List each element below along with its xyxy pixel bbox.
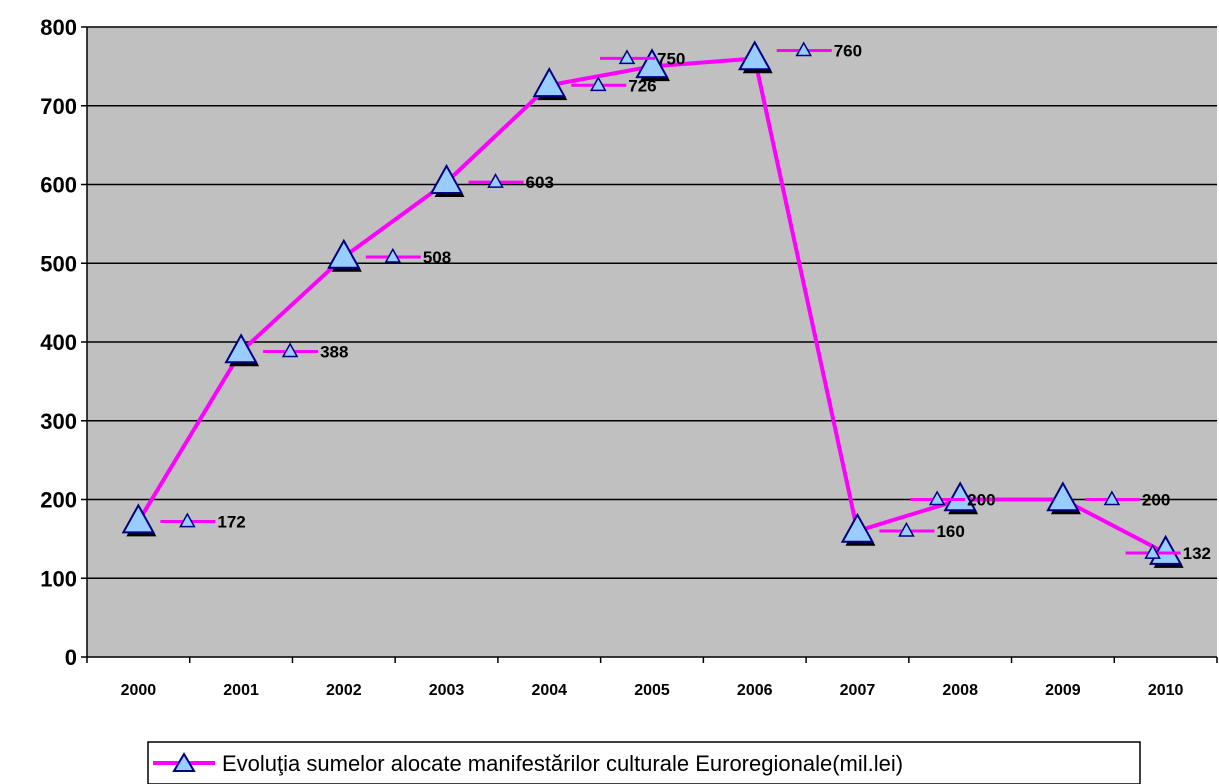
- legend-marker-icon: [172, 752, 196, 772]
- data-label: 132: [1183, 544, 1211, 563]
- data-label: 172: [217, 513, 245, 532]
- legend: Evoluţia sumelor alocate manifestărilor …: [147, 741, 1141, 784]
- x-axis-ticks: 2000 2001 2002 2003 2004 2005 2006 2007 2008 2009…: [86, 657, 1218, 699]
- data-label-key-icon: [384, 247, 402, 263]
- data-point: [738, 40, 772, 71]
- y-tick-label: 500: [40, 251, 77, 276]
- x-tick-label: 2009: [1045, 682, 1081, 699]
- x-tick-label: 2008: [942, 682, 978, 699]
- data-point: [121, 503, 156, 534]
- data-label: 603: [526, 173, 554, 192]
- gridlines: [87, 26, 1217, 579]
- y-tick-label: 200: [40, 488, 77, 513]
- x-tick-label: 2010: [1148, 682, 1184, 699]
- data-point: [429, 163, 464, 194]
- data-label: 160: [936, 522, 964, 541]
- data-label-key-icon: [179, 512, 196, 528]
- y-tick-label: 700: [40, 94, 77, 119]
- data-label-key-icon: [928, 490, 946, 506]
- data-label-key-icon: [1103, 490, 1121, 506]
- data-label: 388: [320, 342, 348, 361]
- legend-box: [147, 741, 1141, 784]
- data-label-key-icon: [618, 49, 636, 65]
- x-tick-label: 2004: [531, 682, 567, 699]
- data-label-key-icon: [281, 342, 299, 358]
- data-point: [1046, 481, 1080, 512]
- data-label: 760: [834, 42, 862, 61]
- data-label-key-icon: [589, 76, 607, 92]
- data-point: [224, 333, 258, 364]
- data-label-key-icon: [1144, 543, 1161, 559]
- data-point: [635, 48, 669, 79]
- data-label-key-icon: [487, 173, 504, 188]
- x-tick-label: 2005: [634, 682, 670, 699]
- x-tick-label: 2007: [840, 682, 876, 699]
- data-label: 200: [967, 491, 995, 510]
- x-tick-label: 2003: [429, 682, 465, 699]
- y-tick-label: 300: [40, 409, 77, 434]
- series-group: [121, 40, 1184, 568]
- data-label-key-icon: [898, 521, 915, 537]
- data-point: [840, 512, 875, 543]
- x-tick-label: 2002: [326, 682, 362, 699]
- data-label: 508: [423, 248, 451, 267]
- y-tick-label: 600: [40, 173, 77, 198]
- data-point: [327, 238, 361, 269]
- data-label-key-icon: [795, 41, 813, 57]
- data-point: [943, 481, 977, 512]
- y-tick-label: 800: [40, 15, 77, 40]
- y-axis-ticks: 0 100 200 300 400 500 600 700 800: [40, 15, 87, 670]
- y-tick-label: 100: [40, 566, 77, 591]
- data-label: 750: [657, 49, 685, 68]
- x-tick-label: 2000: [121, 682, 157, 699]
- y-tick-label: 0: [65, 645, 77, 670]
- x-tick-label: 2001: [223, 682, 259, 699]
- x-tick-label: 2006: [737, 682, 773, 699]
- data-label: 200: [1142, 491, 1170, 510]
- y-tick-label: 400: [40, 330, 77, 355]
- data-label: 726: [628, 76, 656, 95]
- legend-label: Evoluţia sumelor alocate manifestărilor …: [222, 751, 903, 776]
- data-point: [532, 67, 566, 98]
